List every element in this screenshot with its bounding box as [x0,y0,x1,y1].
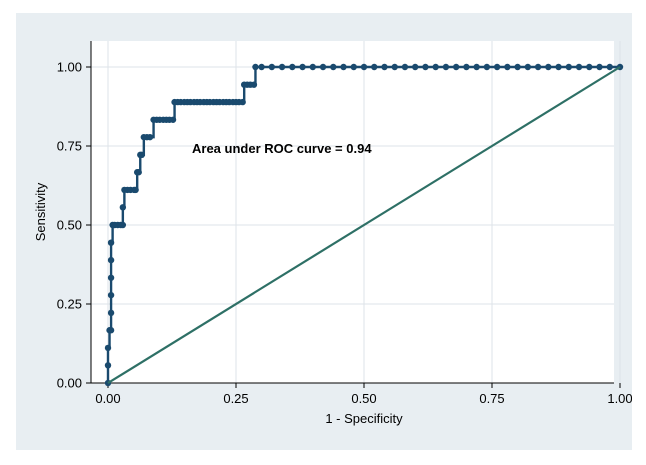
roc-point [119,204,127,211]
roc-point [565,63,572,71]
roc-chart: 0.00 0.25 0.50 0.75 1.00 0.00 0.25 0.50 0.75 1.0… [33,41,632,426]
roc-point [606,63,613,71]
roc-point [524,63,532,71]
roc-point [432,63,439,71]
roc-point [169,116,177,123]
roc-point [545,63,552,71]
x-tick-label: 1.00 [607,391,632,406]
roc-point [104,344,112,352]
x-tick-labels: 0.00 0.25 0.50 0.75 1.00 [95,391,632,406]
roc-point [555,63,562,71]
roc-point [309,63,316,71]
y-tick-label: 0.75 [57,139,82,154]
roc-point [596,63,603,71]
roc-point [381,63,388,71]
y-axis-label: Sensitivity [33,182,48,241]
roc-point [319,63,327,71]
roc-point [104,362,112,369]
x-tick-label: 0.00 [95,391,120,406]
roc-point [391,63,398,71]
roc-point [493,63,501,71]
roc-point [473,63,480,71]
chart-figure: 0.00 0.25 0.50 0.75 1.00 0.00 0.25 0.50 0.75 1.0… [16,13,632,450]
roc-point [119,221,127,229]
roc-point [330,63,337,71]
roc-point [107,327,115,334]
roc-point [107,274,115,281]
roc-point [586,63,593,71]
roc-point [412,63,419,71]
roc-point [299,63,306,71]
plot-area [91,41,614,383]
roc-point [289,63,296,71]
roc-point [350,63,357,71]
roc-point [135,169,142,176]
series-layer [104,63,624,387]
roc-point [463,63,470,71]
y-tick-label: 0.25 [57,297,82,312]
x-axis-label: 1 - Specificity [325,411,403,426]
y-tick-label: 0.00 [57,376,82,391]
roc-point [252,63,259,71]
roc-point [107,309,115,317]
roc-point [146,133,154,141]
roc-point [452,63,460,71]
roc-point [401,63,409,71]
roc-point [107,256,115,264]
y-tick-labels: 0.00 0.25 0.50 0.75 1.00 [57,60,82,391]
roc-point [107,291,115,299]
roc-point [371,63,378,71]
roc-point [504,63,511,71]
roc-point [483,63,491,71]
roc-point [239,98,246,106]
x-tick-label: 0.50 [351,391,376,406]
roc-point [514,63,521,71]
x-tick-label: 0.25 [223,391,248,406]
roc-point [575,63,583,71]
y-tick-label: 0.50 [57,218,82,233]
y-tick-label: 1.00 [57,60,82,75]
roc-point [360,63,368,71]
x-tick-label: 0.75 [479,391,504,406]
roc-point [107,239,115,246]
roc-point [340,63,347,71]
roc-point [258,63,265,71]
roc-point [268,63,276,71]
roc-point [278,63,286,71]
reference-diagonal-line [107,66,621,384]
roc-point [422,63,429,71]
auc-annotation: Area under ROC curve = 0.94 [192,141,372,156]
roc-point [534,63,542,71]
roc-point [138,151,145,159]
reference-line [107,66,621,384]
roc-point [132,186,139,194]
roc-point [250,81,258,88]
roc-curve [104,63,624,387]
roc-point [442,63,450,71]
